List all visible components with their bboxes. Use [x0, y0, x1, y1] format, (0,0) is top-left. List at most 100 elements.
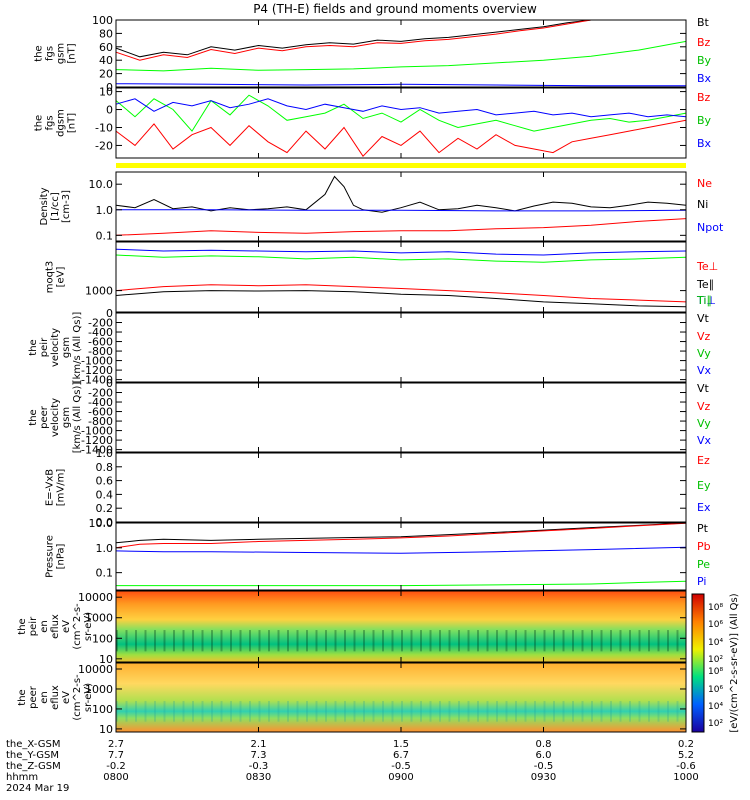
peir-eflux-texture — [477, 630, 479, 652]
peer-velocity-ytick-label: -800 — [88, 415, 113, 428]
peer-eflux-texture — [296, 700, 299, 722]
peir-eflux-texture — [201, 630, 204, 652]
peir-eflux-texture — [144, 630, 147, 652]
peer-eflux-ytick-label: 10 — [99, 723, 113, 736]
fgs-dgsm-ylabel: [nT] — [67, 113, 78, 133]
peer-eflux-texture — [116, 700, 118, 722]
peer-eflux-texture — [163, 700, 166, 722]
colorbar-tick-label: 10² — [708, 655, 723, 665]
peir-eflux-texture — [676, 630, 679, 652]
peer-eflux-texture — [325, 700, 327, 722]
peir-eflux-texture — [458, 630, 460, 652]
efield-legend-Ex: Ex — [697, 501, 711, 514]
fgs-gsm-series-Bt — [115, 19, 686, 58]
peir-eflux-texture — [572, 630, 574, 652]
peir-velocity-legend-Vy: Vy — [697, 347, 711, 360]
fgs-gsm-legend-Bz: Bz — [697, 36, 711, 49]
peer-eflux-texture — [610, 700, 612, 722]
figure-title: P4 (TH-E) fields and ground moments over… — [253, 2, 537, 16]
x-tick-label: -0.6 — [676, 761, 696, 772]
x-tick-label: -0.2 — [106, 761, 126, 772]
x-tick-label: 1000 — [673, 772, 698, 783]
peir-eflux-texture — [600, 630, 603, 652]
peir-eflux-texture — [448, 630, 451, 652]
density-ylabel: [cm-3] — [61, 190, 72, 223]
fgs-gsm-ytick-label: 40 — [99, 54, 113, 67]
peer-eflux-texture — [144, 700, 147, 722]
peer-eflux-texture — [439, 700, 441, 722]
peir-eflux-texture — [325, 630, 327, 652]
peer-eflux-ytick-label: 100 — [92, 703, 113, 716]
density-legend-Ne: Ne — [697, 177, 712, 190]
peer-eflux-texture — [553, 700, 555, 722]
peer-eflux-texture — [173, 700, 175, 722]
peir-eflux-texture — [382, 630, 384, 652]
fgs-dgsm-legend-Bx: Bx — [697, 137, 712, 150]
peer-eflux-texture — [239, 700, 242, 722]
x-row-label: the_Y-GSM — [6, 750, 59, 761]
peer-velocity-legend-Vz: Vz — [697, 400, 711, 413]
peir-eflux-ylabel: eflux — [50, 614, 61, 639]
peir-eflux-texture — [230, 630, 232, 652]
density-ytick-label: 1.0 — [96, 204, 114, 217]
efield-ytick-label: 0.4 — [96, 488, 114, 501]
fgs-dgsm-ylabel: the — [34, 115, 45, 131]
temperature-legend-Te⊥: Te⊥ — [696, 260, 718, 273]
peir-eflux-texture — [372, 630, 375, 652]
peer-eflux-texture — [638, 700, 641, 722]
pressure-series-Pi — [115, 546, 687, 554]
peer-eflux-texture — [154, 700, 156, 722]
peir-eflux-texture — [363, 630, 365, 652]
peir-eflux-texture — [344, 630, 346, 652]
peer-eflux-ylabel: (cm^2-s- — [72, 674, 83, 721]
x-tick-label: 0900 — [388, 772, 413, 783]
x-row-label: 2024 Mar 19 — [6, 783, 69, 794]
efield-ytick-label: 0.6 — [96, 475, 114, 488]
peer-eflux-texture — [363, 700, 365, 722]
peer-eflux-texture — [629, 700, 631, 722]
peer-velocity-ytick-label: -400 — [88, 396, 113, 409]
peir-eflux-texture — [410, 630, 413, 652]
peir-eflux-texture — [163, 630, 166, 652]
peer-eflux-texture — [467, 700, 470, 722]
peir-velocity-ylabel: peir — [39, 337, 50, 357]
colorbar-tick-label: 10⁴ — [708, 702, 723, 712]
peir-eflux-texture — [629, 630, 631, 652]
x-tick-label: -0.5 — [391, 761, 411, 772]
peir-eflux-ylabel: sr-eV) — [83, 612, 94, 641]
peir-eflux-texture — [125, 630, 128, 652]
peer-eflux-texture — [600, 700, 603, 722]
density-series-Npot — [116, 209, 687, 212]
peer-eflux-texture — [543, 700, 546, 722]
peer-eflux-texture — [135, 700, 137, 722]
temperature-legend-Ti⊥: Ti⊥ — [696, 294, 716, 307]
peer-eflux-texture — [486, 700, 489, 722]
x-tick-label: -0.5 — [534, 761, 554, 772]
fgs-gsm-ylabel: [nT] — [67, 43, 78, 63]
panel-temperature: 1000 moqt3 [eV] Te⊥ Te∥ Ti⊥Ti∥ — [45, 241, 718, 313]
peir-eflux-texture — [173, 630, 175, 652]
density-series-Ni — [115, 175, 687, 213]
peer-velocity-ylabel: velocity — [50, 398, 61, 437]
peer-eflux-texture — [562, 700, 565, 722]
pressure-legend-Pi: Pi — [697, 575, 706, 588]
peer-eflux-texture — [648, 700, 650, 722]
peer-eflux-texture — [410, 700, 413, 722]
colorbar: 10⁸ 10⁶ 10⁴ 10² 10⁸ 10⁶ 10⁴ 10² [eV/(cm^2-s-sr-… — [691, 593, 740, 733]
peir-velocity-ylabel: velocity — [50, 328, 61, 367]
peer-eflux-ylabel: the — [17, 689, 28, 705]
peir-eflux-texture — [334, 630, 337, 652]
x-tick-label: 2.1 — [251, 739, 267, 750]
peer-eflux-texture — [496, 700, 498, 722]
peir-eflux-texture — [154, 630, 156, 652]
peir-eflux-texture — [610, 630, 612, 652]
peir-eflux-texture — [258, 630, 261, 652]
efield-frame — [115, 452, 687, 523]
temperature-series-Ti⊥ — [115, 248, 687, 256]
pressure-legend-Pe: Pe — [697, 558, 710, 571]
density-ytick-label: 0.1 — [96, 229, 114, 242]
fgs-gsm-ylabel: the — [34, 45, 45, 61]
peir-eflux-texture — [486, 630, 489, 652]
